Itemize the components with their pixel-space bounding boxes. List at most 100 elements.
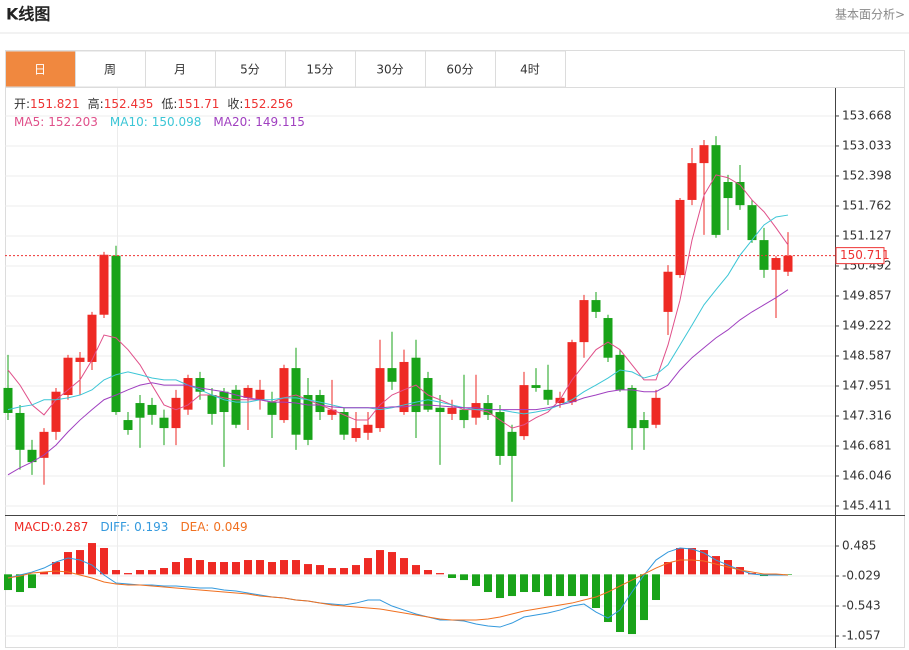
y-tick-label: 149.222 — [842, 318, 892, 332]
legend-text: 150.098 — [152, 115, 202, 129]
candle-body — [747, 205, 757, 241]
macd-bar — [172, 562, 180, 575]
macd-bar — [364, 558, 372, 575]
candle-body — [663, 271, 673, 312]
tab[interactable] — [5, 50, 76, 88]
candle-body — [495, 412, 505, 456]
y-tick-label: 153.668 — [842, 108, 892, 122]
macd-bar — [304, 564, 312, 575]
candle-body — [231, 389, 241, 425]
candle-body — [435, 407, 445, 413]
macd-bar — [424, 570, 432, 575]
candle-body — [51, 391, 61, 432]
candle-body — [75, 357, 85, 362]
macd-bar — [676, 547, 684, 575]
candle-body — [387, 368, 397, 382]
candle-body — [483, 403, 493, 415]
tab-label[interactable]: 4时 — [520, 63, 540, 77]
legend-row: MA5: 152.203 MA10: 150.098 MA20: 149.115 — [14, 115, 305, 129]
tab-label[interactable]: 日 — [34, 63, 46, 77]
macd-bar — [256, 560, 264, 575]
analysis-link[interactable]: 基本面分析> — [835, 8, 905, 22]
candle-body — [711, 145, 721, 235]
macd-bar — [244, 560, 252, 575]
candle-body — [399, 361, 409, 413]
tab[interactable] — [75, 50, 146, 88]
tab-label[interactable]: 5分 — [240, 63, 260, 77]
candle-body — [135, 403, 145, 418]
tab-label[interactable]: 60分 — [446, 63, 473, 77]
y-tick-label: 149.857 — [842, 288, 892, 302]
candle-body — [279, 368, 289, 421]
macd-bar — [28, 574, 36, 589]
candle-body — [351, 428, 361, 439]
legend-text: 152.435 — [104, 97, 154, 111]
tab-label[interactable]: 月 — [174, 63, 186, 77]
candle-body — [615, 354, 625, 390]
candle-body — [627, 387, 637, 429]
legend-text: 0.193 — [134, 520, 168, 534]
macd-bar — [328, 568, 336, 575]
macd-bar — [88, 543, 96, 575]
candle-body — [675, 199, 685, 276]
tab-label[interactable]: 周 — [104, 63, 116, 77]
candle-body — [639, 420, 649, 429]
candle-body — [735, 181, 745, 206]
legend-text: 0.049 — [213, 520, 247, 534]
legend-row: MACD:0.287 DIFF: 0.193 DEA: 0.049 — [14, 520, 248, 534]
candle-body — [63, 357, 73, 396]
candle-body — [447, 407, 457, 414]
macd-bar — [4, 574, 12, 591]
y-tick-label: -1.057 — [842, 629, 881, 643]
y-tick-label: 145.411 — [842, 498, 892, 512]
macd-bar — [520, 574, 528, 593]
macd-bar — [556, 574, 564, 597]
legend-row: 开:151.821 高:152.435 低:151.71 收:152.256 — [14, 96, 293, 111]
macd-bar — [268, 562, 276, 575]
candle-body — [15, 412, 25, 450]
tab[interactable] — [495, 50, 566, 88]
candle-body — [111, 255, 121, 413]
tab-label[interactable]: 15分 — [306, 63, 333, 77]
macd-bar — [196, 560, 204, 575]
macd-bar — [124, 573, 132, 575]
macd-bar — [592, 574, 600, 609]
candle-body — [327, 409, 337, 415]
y-tick-label: 152.398 — [842, 168, 892, 182]
macd-bar — [388, 552, 396, 575]
tab[interactable] — [285, 50, 356, 88]
y-tick-label: 146.681 — [842, 438, 892, 452]
macd-bar — [64, 552, 72, 575]
macd-bar — [352, 565, 360, 575]
candle-body — [255, 389, 265, 400]
candle-body — [699, 145, 709, 164]
candle-body — [315, 395, 325, 413]
y-tick-label: 0.485 — [842, 539, 876, 553]
tab-label[interactable]: 30分 — [376, 63, 403, 77]
tab[interactable] — [145, 50, 216, 88]
macd-bar — [220, 562, 228, 575]
legend-text: DEA: — [180, 520, 209, 534]
macd-bar — [280, 560, 288, 575]
macd-bar — [16, 574, 24, 593]
candle-body — [99, 254, 109, 315]
candle-body — [783, 255, 793, 272]
indicator-line — [7, 559, 789, 621]
candle-body — [567, 342, 577, 403]
legend-text: 149.115 — [255, 115, 305, 129]
macd-bar — [100, 547, 108, 575]
macd-bar — [148, 570, 156, 575]
tabs: 日 周 月 5分 15分 30分 60分 4时 — [5, 50, 566, 88]
y-tick-label: 147.951 — [842, 379, 892, 393]
macd-bar — [700, 550, 708, 575]
last-price-box — [835, 247, 885, 265]
y-tick-label: 151.762 — [842, 198, 892, 212]
legend-text: MACD: — [14, 520, 54, 534]
macd-bar — [292, 560, 300, 575]
tab[interactable] — [425, 50, 496, 88]
indicator-line — [7, 214, 789, 415]
legend-text: 低: — [161, 97, 177, 111]
candle-body — [651, 397, 661, 425]
macd-bar — [664, 562, 672, 575]
